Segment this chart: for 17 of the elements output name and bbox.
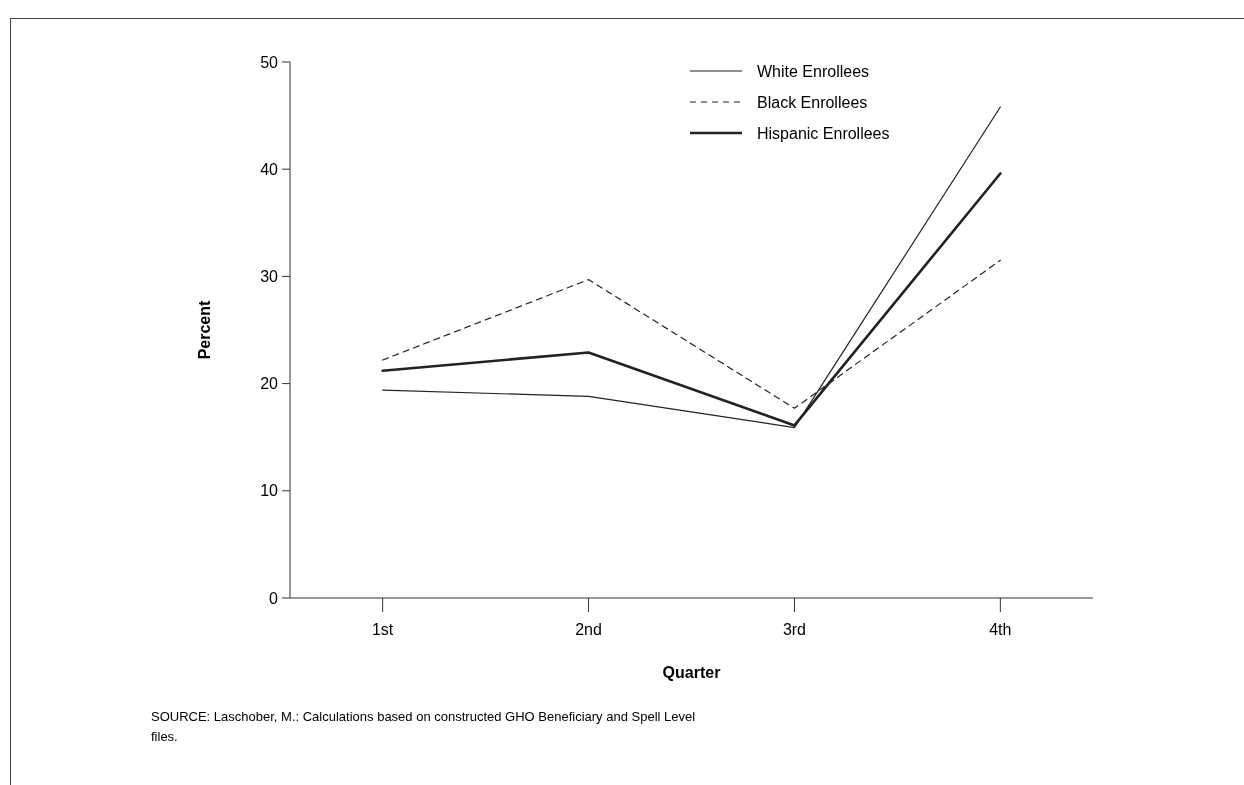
y-tick-label: 50 [260,53,279,71]
y-tick-label: 20 [260,375,279,393]
line-series [382,106,1001,429]
x-tick-label: 1st [371,621,394,638]
x-tick-label: 2nd [575,621,602,638]
y-tick-label: 10 [260,482,279,500]
legend-label: White Enrollees [757,62,870,80]
legend-label: Black Enrollees [757,93,868,111]
y-axis-title: Percent [196,299,213,360]
y-tick-label: 0 [269,589,279,607]
y-tick-label: 30 [260,268,279,285]
x-axis-title: Quarter [662,664,721,681]
legend-label: Hispanic Enrollees [757,124,890,142]
x-tick-label: 4th [989,621,1012,638]
source-note: SOURCE: Laschober, M.: Calculations based on constructed GHO Beneficiary and Spell Level files. [151,709,696,744]
y-tick-label: 40 [260,160,279,178]
x-tick-label: 3rd [782,621,807,638]
